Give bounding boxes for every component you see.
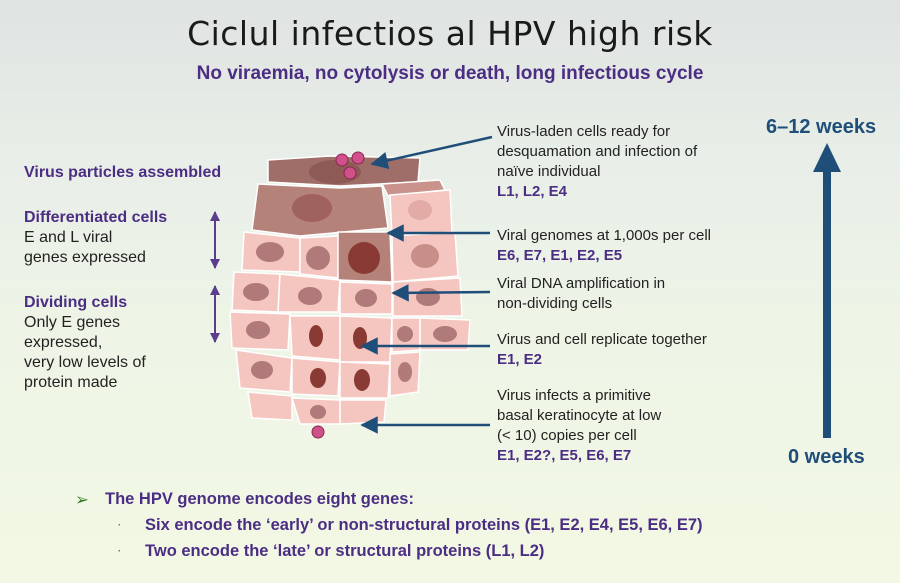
pointer-arrows (360, 135, 493, 434)
timeline-arrow (813, 143, 841, 438)
arrowhead-bullet-icon: ➢ (75, 491, 89, 509)
annotation-genomes: Viral genomes at 1,000s per cell E6, E7,… (497, 227, 712, 264)
annotation-amplification: Viral DNA amplification in non-dividing … (497, 275, 666, 312)
annotation-desquamation: Virus-laden cells ready for desquamation… (497, 123, 698, 200)
annotation-replicate: Virus and cell replicate together E1, E2 (497, 331, 707, 368)
annotation-basal-infection: Virus infects a primitive basal keratino… (497, 387, 662, 464)
virus-particles (311, 151, 365, 439)
nuclei (243, 160, 457, 419)
bullet-main: ➢ The HPV genome encodes eight genes: (75, 490, 414, 509)
timeline-bottom-label: 0 weeks (788, 446, 865, 468)
bullet-sub-late: ∙ Two encode the ‘late’ or structural pr… (118, 542, 545, 560)
timeline-top-label: 6–12 weeks (766, 116, 877, 138)
dot-bullet-icon: ∙ (118, 546, 121, 557)
bullet-sub-early: ∙ Six encode the ‘early’ or non-structur… (118, 516, 703, 534)
virus-assembled-label: Virus particles assembled (24, 164, 222, 181)
page-subtitle: No viraemia, no cytolysis or death, long… (196, 63, 704, 84)
dividing-cells-label: Dividing cells Only E genes expressed, v… (24, 294, 146, 391)
differentiated-cells-label: Differentiated cells E and L viral genes… (24, 209, 168, 266)
dot-bullet-icon: ∙ (118, 520, 121, 531)
page-title: Ciclul infectios al HPV high risk (187, 14, 713, 53)
